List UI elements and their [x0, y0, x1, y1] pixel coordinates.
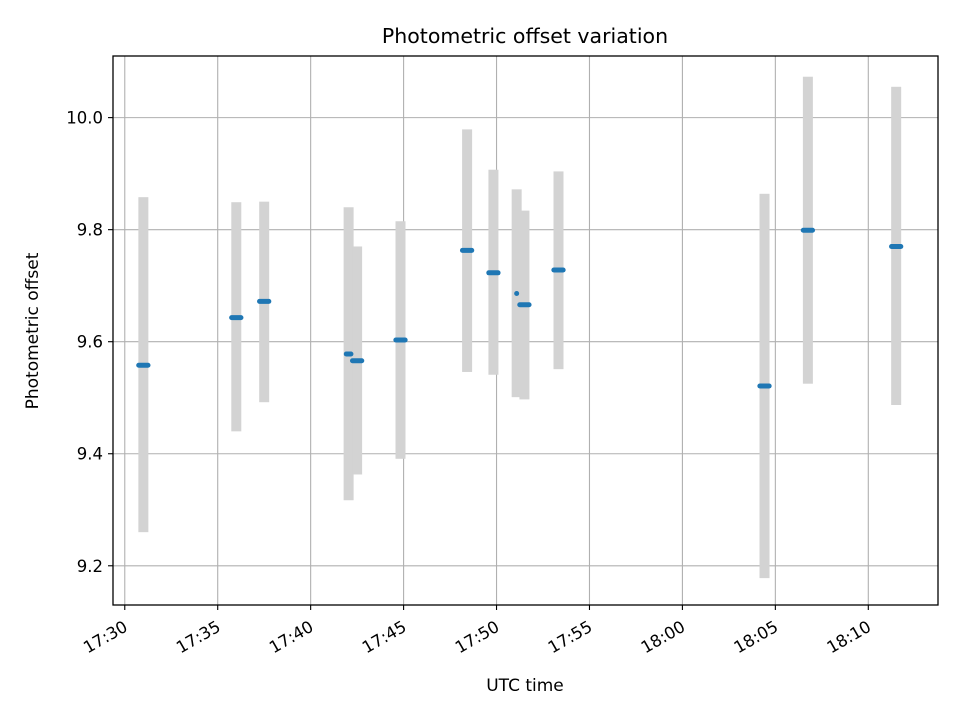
chart-title: Photometric offset variation	[382, 24, 668, 48]
grid	[113, 56, 938, 605]
y-tick-label: 9.4	[77, 445, 103, 464]
plot-frame	[112, 55, 939, 606]
y-tick-label: 9.8	[77, 221, 103, 240]
y-tick-label: 9.6	[77, 333, 103, 352]
y-axis-ticks: 9.2 9.4 9.6 9.8 10.0	[66, 109, 113, 576]
x-axis-label: UTC time	[486, 676, 564, 696]
y-axis-label: Photometric offset	[23, 252, 43, 409]
data-points	[136, 227, 904, 389]
y-tick-label: 9.2	[77, 557, 103, 576]
y-tick-label: 10.0	[66, 109, 103, 128]
